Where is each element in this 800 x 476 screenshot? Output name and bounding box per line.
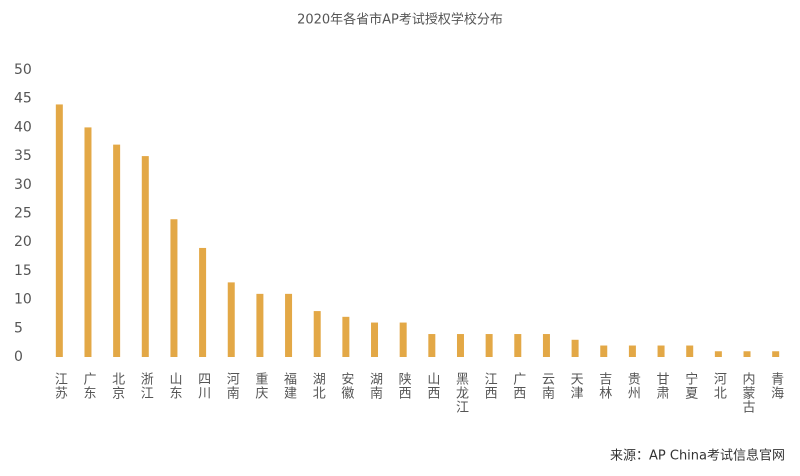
y-tick-label: 30 xyxy=(14,177,32,193)
bar xyxy=(485,334,493,357)
y-tick-label: 25 xyxy=(14,206,32,222)
x-tick-label: 青海 xyxy=(768,372,784,400)
bar xyxy=(657,345,665,357)
x-tick-label: 重庆 xyxy=(252,371,268,400)
x-tick-label: 福建 xyxy=(281,372,297,400)
x-tick-label: 浙江 xyxy=(138,372,154,400)
source-note: 来源：AP China考试信息官网 xyxy=(610,448,785,464)
bar xyxy=(113,144,121,357)
bar xyxy=(84,127,92,358)
x-tick-label: 河北 xyxy=(711,372,727,400)
x-tick-label: 安徽 xyxy=(338,372,354,400)
x-tick-label: 湖南 xyxy=(367,372,383,400)
bar xyxy=(571,339,579,357)
bar xyxy=(285,293,293,357)
x-tick-label: 广东 xyxy=(80,372,96,400)
bar xyxy=(342,316,350,357)
y-tick-label: 35 xyxy=(14,148,32,164)
bar xyxy=(55,104,63,357)
bar xyxy=(170,219,178,357)
x-tick-label: 吉林 xyxy=(596,372,612,400)
bar xyxy=(542,334,550,357)
x-tick-label: 河南 xyxy=(224,372,240,400)
y-tick-label: 20 xyxy=(14,234,32,250)
bar xyxy=(199,247,207,357)
x-tick-label: 天津 xyxy=(568,372,584,400)
bar xyxy=(428,334,436,357)
bar xyxy=(514,334,522,357)
y-tick-label: 15 xyxy=(14,263,32,279)
bar xyxy=(141,156,149,357)
x-tick-label: 内蒙古 xyxy=(740,371,756,414)
x-tick-label: 山西 xyxy=(424,372,440,400)
bar xyxy=(628,345,636,357)
bar xyxy=(399,322,407,357)
x-tick-label: 江苏 xyxy=(52,372,67,400)
y-tick-label: 40 xyxy=(14,119,32,135)
x-tick-label: 宁夏 xyxy=(682,371,698,400)
bar xyxy=(743,351,751,357)
bar xyxy=(313,311,321,357)
bar xyxy=(371,322,379,357)
x-tick-label: 广西 xyxy=(510,372,526,400)
x-tick-label: 云南 xyxy=(539,372,555,400)
bar xyxy=(227,282,235,357)
bar xyxy=(456,334,464,357)
x-tick-label: 江西 xyxy=(482,372,498,400)
y-tick-label: 10 xyxy=(14,292,32,308)
y-tick-label: 5 xyxy=(14,320,23,336)
x-tick-label: 黑龙江 xyxy=(453,372,469,414)
x-tick-label: 陕西 xyxy=(396,372,412,400)
bar xyxy=(256,293,264,357)
x-tick-label: 山东 xyxy=(166,372,182,400)
y-tick-label: 50 xyxy=(14,62,32,78)
bar xyxy=(686,345,694,357)
bar xyxy=(600,345,608,357)
x-tick-label: 甘肃 xyxy=(654,372,670,400)
y-tick-label: 0 xyxy=(14,349,23,365)
bar xyxy=(714,351,722,357)
x-tick-label: 四川 xyxy=(195,372,211,400)
chart-title: 2020年各省市AP考试授权学校分布 xyxy=(297,12,503,28)
x-tick-label: 贵州 xyxy=(625,372,641,400)
x-tick-label: 北京 xyxy=(109,372,125,400)
x-tick-label: 湖北 xyxy=(310,372,326,400)
y-tick-label: 45 xyxy=(14,91,32,107)
bar xyxy=(772,351,780,357)
